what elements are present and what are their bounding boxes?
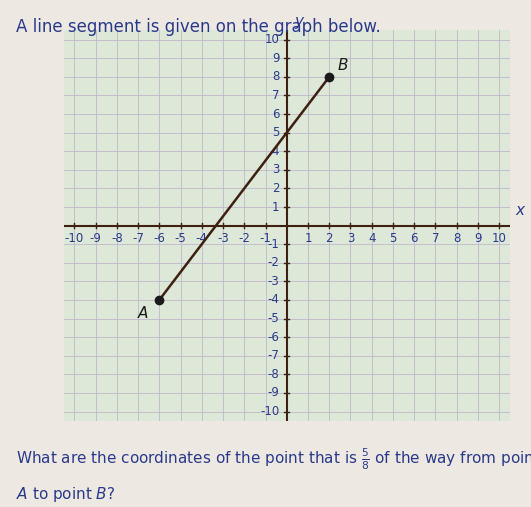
Text: 7: 7 [272,89,279,102]
Text: 5: 5 [389,232,397,245]
Text: -10: -10 [260,405,279,418]
Text: -10: -10 [65,232,84,245]
Text: -3: -3 [268,275,279,288]
Text: 3: 3 [347,232,354,245]
Text: -5: -5 [175,232,186,245]
Text: -4: -4 [268,294,279,306]
Text: 5: 5 [272,126,279,139]
Text: 2: 2 [272,182,279,195]
Text: -2: -2 [238,232,250,245]
Text: 9: 9 [474,232,482,245]
Text: 2: 2 [326,232,333,245]
Text: -6: -6 [268,331,279,344]
Text: 4: 4 [272,145,279,158]
Text: 3: 3 [272,163,279,176]
Text: 4: 4 [368,232,375,245]
Text: A: A [138,306,149,320]
Text: y: y [294,14,303,28]
Text: -7: -7 [132,232,144,245]
Text: -5: -5 [268,312,279,325]
Text: 10: 10 [264,33,279,46]
Text: -1: -1 [260,232,271,245]
Text: -2: -2 [268,257,279,269]
Text: $A$ to point $B$?: $A$ to point $B$? [16,485,115,504]
Text: -6: -6 [153,232,165,245]
Text: -4: -4 [196,232,208,245]
Text: -7: -7 [268,349,279,362]
Text: 10: 10 [492,232,507,245]
Text: 1: 1 [272,201,279,213]
Text: 8: 8 [272,70,279,83]
Text: What are the coordinates of the point that is $\frac{5}{8}$ of the way from poin: What are the coordinates of the point th… [16,446,531,472]
Text: 7: 7 [432,232,439,245]
Text: B: B [338,58,348,73]
Text: -3: -3 [217,232,229,245]
Text: 6: 6 [410,232,418,245]
Text: -1: -1 [268,238,279,250]
Text: 9: 9 [272,52,279,65]
Text: -8: -8 [268,368,279,381]
Text: 1: 1 [304,232,312,245]
Text: -9: -9 [90,232,101,245]
Text: A line segment is given on the graph below.: A line segment is given on the graph bel… [16,18,381,36]
Text: 8: 8 [453,232,460,245]
Text: -8: -8 [111,232,123,245]
Text: 6: 6 [272,107,279,121]
Text: -9: -9 [268,386,279,400]
Text: x: x [516,203,525,218]
